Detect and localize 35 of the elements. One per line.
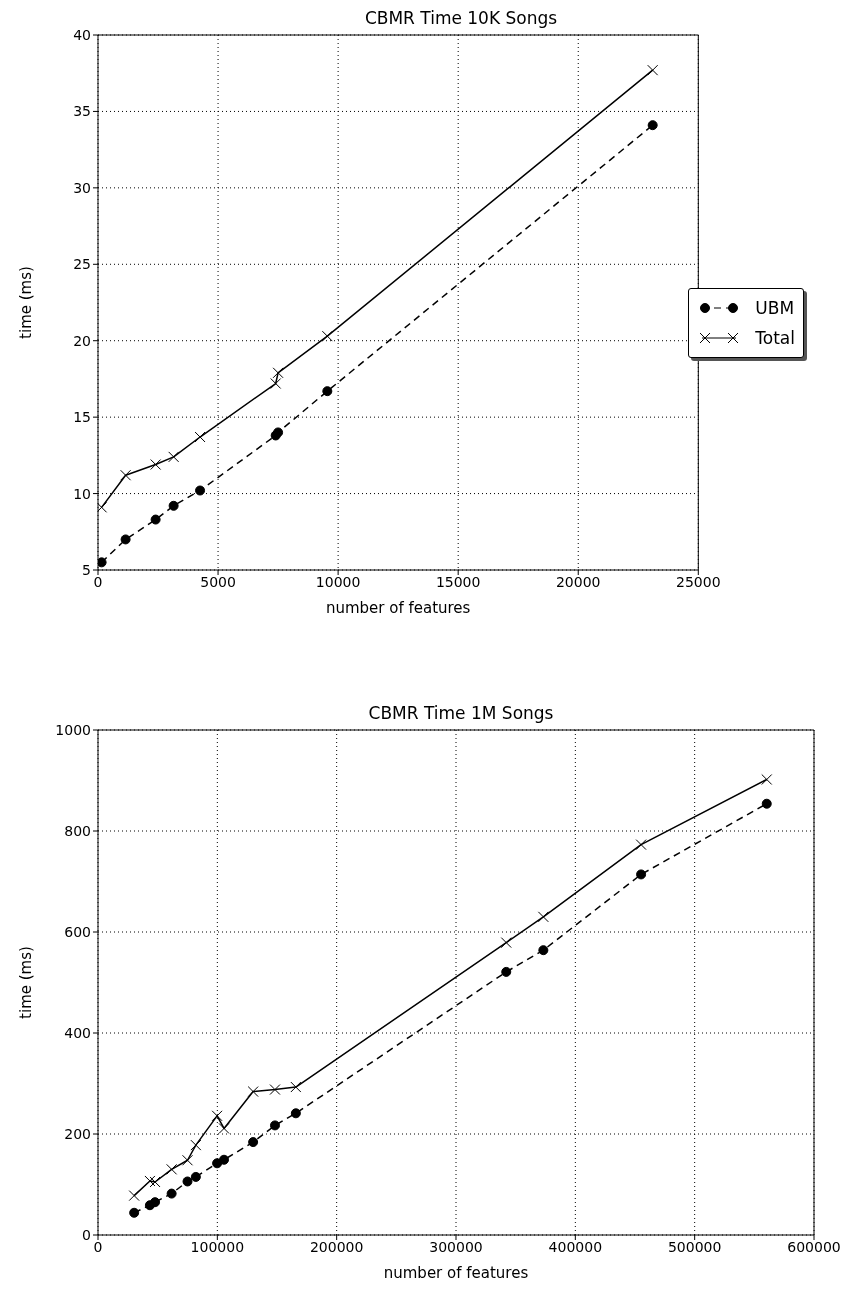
- x-tick-label: 15000: [435, 573, 481, 590]
- legend-label: UBM: [755, 297, 795, 318]
- y-tick-label: 10: [73, 485, 91, 502]
- x-tick-label: 0: [93, 573, 103, 590]
- x-tick-label: 400000: [548, 1238, 603, 1255]
- x-tick-label: 20000: [555, 573, 601, 590]
- y-tick-label: 30: [73, 179, 91, 196]
- x-tick-label: 5000: [200, 573, 236, 590]
- x-tick-label: 200000: [309, 1238, 364, 1255]
- x-tick-label: 300000: [429, 1238, 483, 1255]
- y-tick-label: 15: [73, 409, 91, 426]
- y-tick-label: 20: [73, 332, 91, 349]
- x-tick-label: 100000: [190, 1238, 245, 1255]
- x-tick-label: 10000: [315, 573, 361, 590]
- x-tick-label: 0: [93, 1238, 103, 1255]
- chart-title: CBMR Time 10K Songs: [364, 8, 558, 28]
- x-axis-title: number of features: [325, 599, 471, 617]
- x-tick-label: 25000: [676, 573, 721, 590]
- y-tick-label: 600: [64, 923, 91, 940]
- y-tick-label: 40: [73, 26, 91, 43]
- x-axis-title: number of features: [383, 1264, 529, 1282]
- y-tick-label: 0: [82, 1226, 91, 1243]
- y-tick-label: 35: [73, 103, 91, 120]
- y-axis-title: time (ms): [17, 266, 36, 339]
- y-tick-label: 1000: [55, 721, 91, 738]
- x-tick-label: 600000: [787, 1238, 841, 1255]
- legend-label: Total: [755, 327, 795, 348]
- y-tick-label: 400: [64, 1024, 91, 1041]
- y-tick-label: 5: [82, 561, 91, 578]
- y-tick-label: 800: [64, 822, 91, 839]
- y-tick-label: 25: [73, 256, 91, 273]
- y-axis-title: time (ms): [17, 946, 36, 1019]
- chart-title: CBMR Time 1M Songs: [368, 703, 554, 723]
- y-tick-label: 200: [64, 1125, 91, 1142]
- x-tick-label: 500000: [667, 1238, 722, 1255]
